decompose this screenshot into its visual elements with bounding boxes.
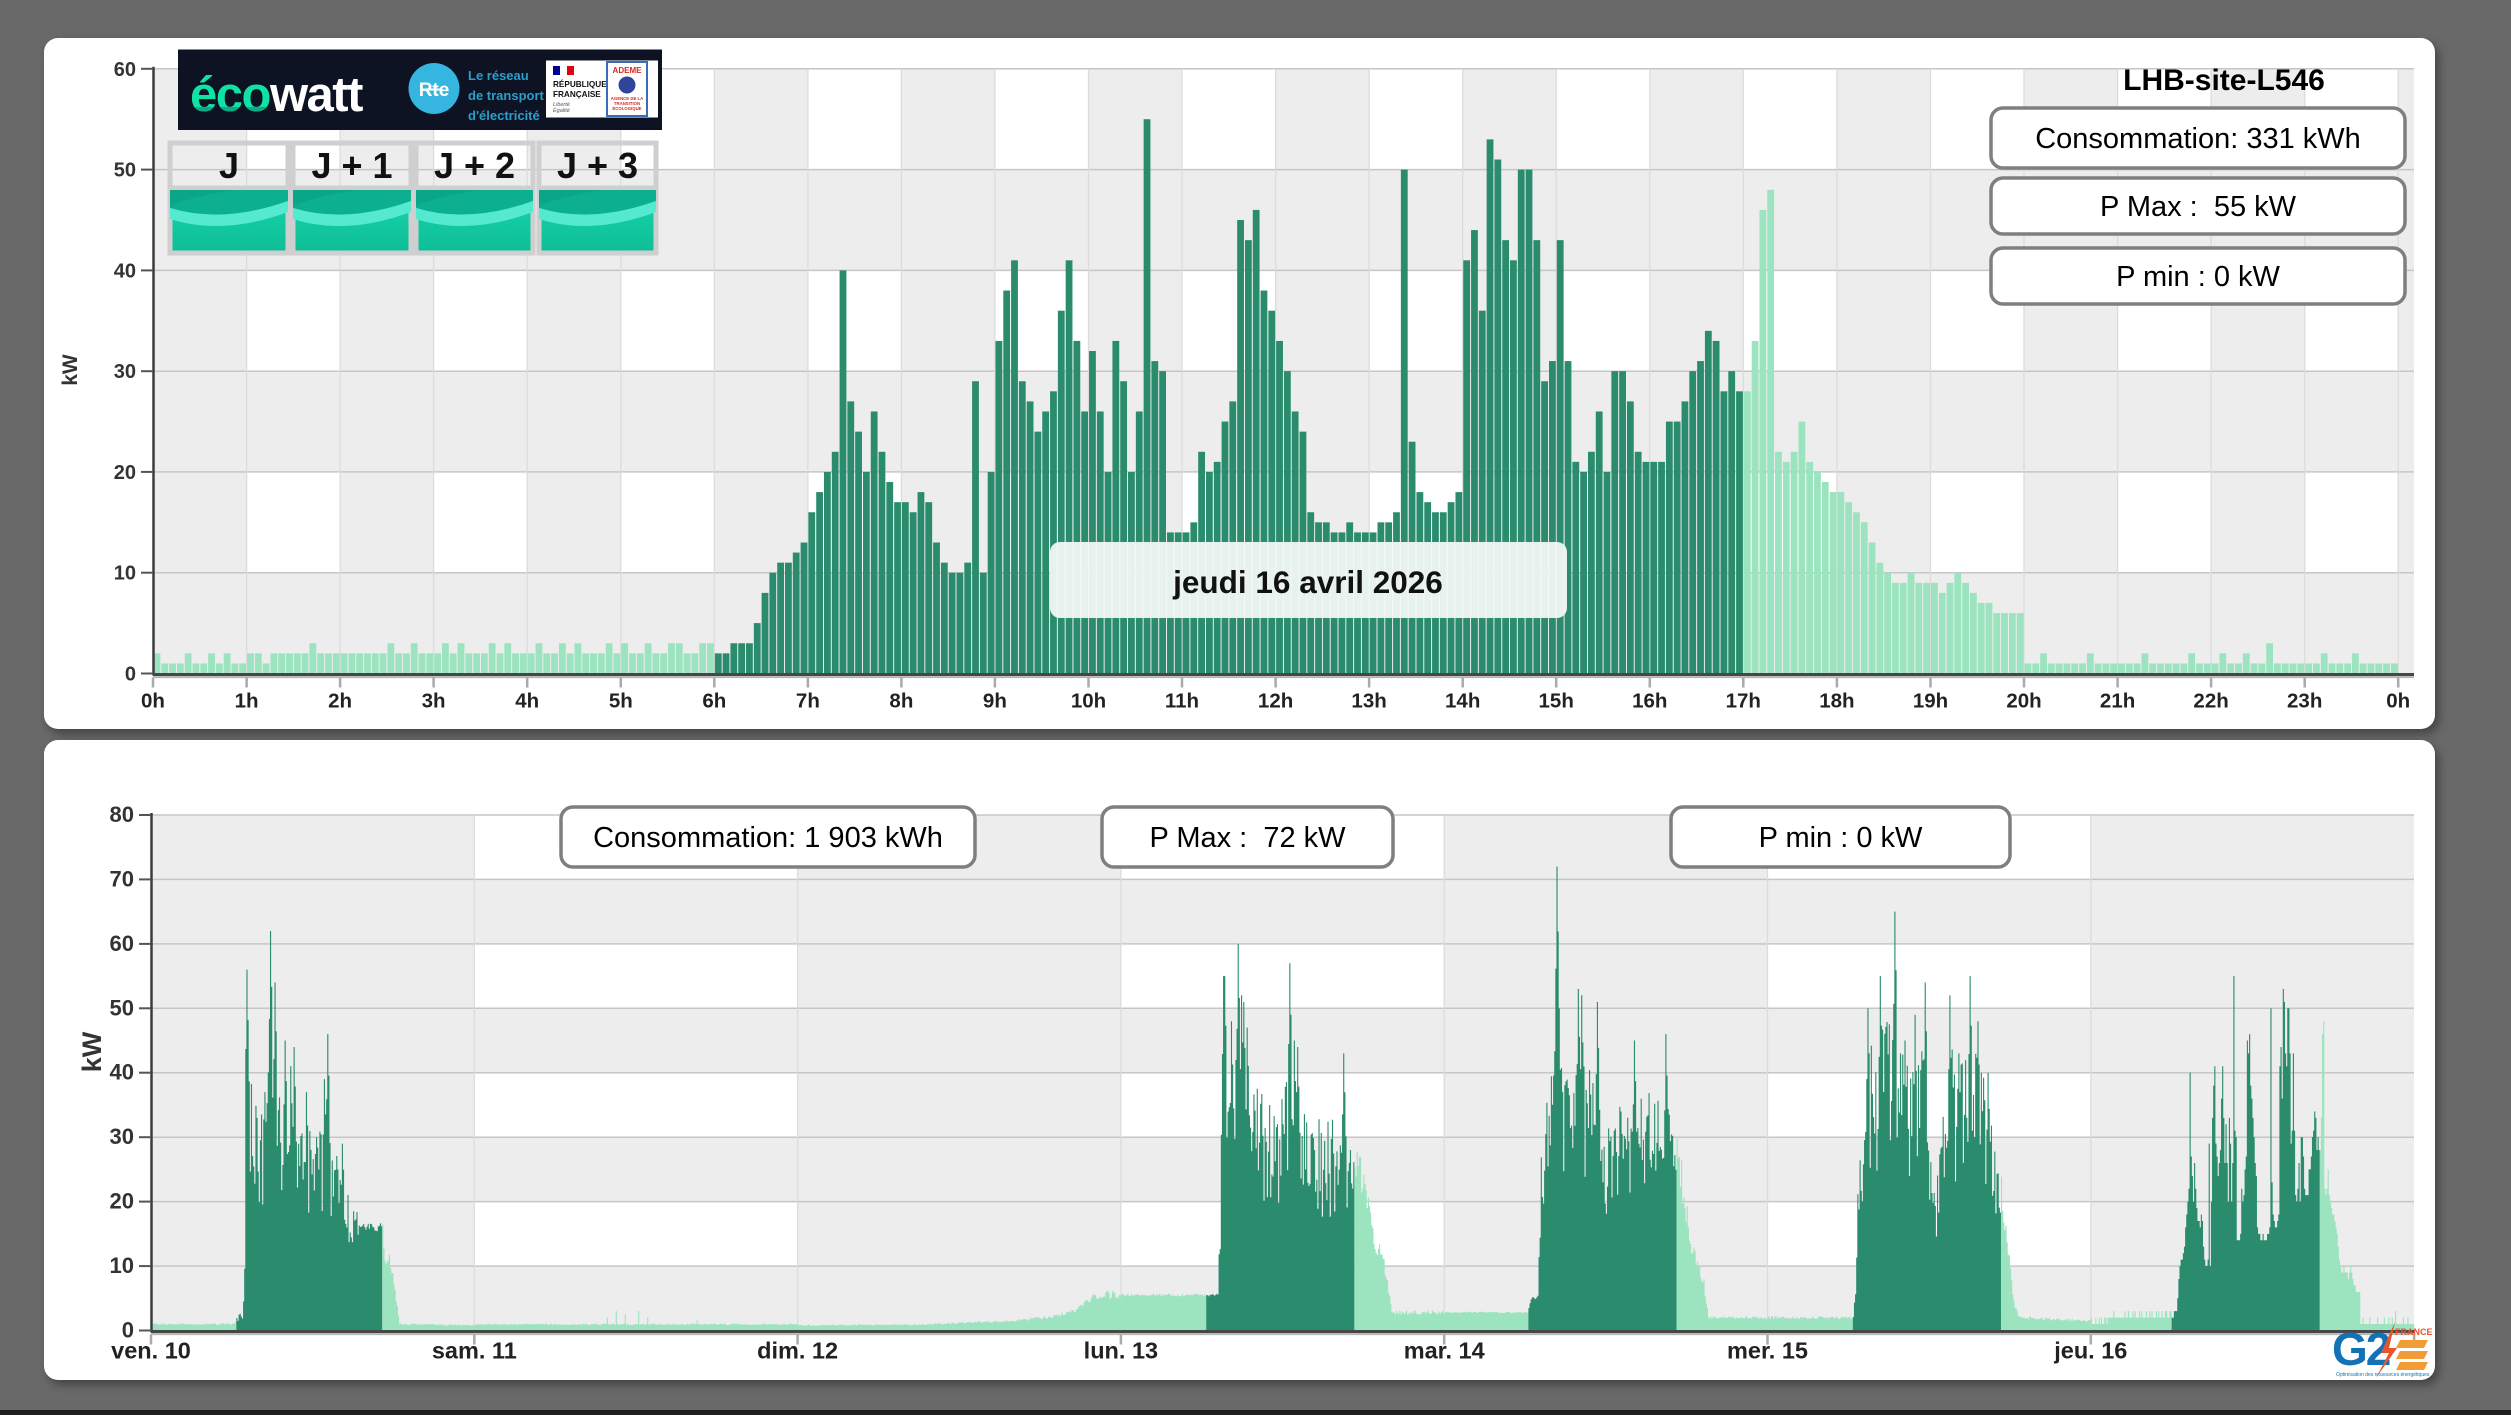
svg-text:FRANÇAISE: FRANÇAISE — [553, 90, 601, 99]
svg-text:2h: 2h — [328, 690, 352, 713]
svg-text:P min : 0 kW: P min : 0 kW — [2116, 261, 2280, 293]
svg-text:G2: G2 — [2332, 1323, 2390, 1375]
svg-text:40: 40 — [110, 1060, 134, 1085]
svg-text:P min : 0 kW: P min : 0 kW — [1759, 822, 1923, 854]
svg-text:5h: 5h — [609, 690, 633, 713]
svg-text:7h: 7h — [796, 690, 820, 713]
svg-text:70: 70 — [110, 866, 134, 891]
svg-text:12h: 12h — [1258, 690, 1293, 713]
svg-text:50: 50 — [110, 995, 134, 1020]
svg-text:kW: kW — [59, 354, 82, 386]
svg-text:ÉCOLOGIQUE: ÉCOLOGIQUE — [612, 106, 641, 111]
svg-text:J: J — [219, 145, 239, 186]
svg-text:Consommation: 331 kWh: Consommation: 331 kWh — [2035, 123, 2361, 155]
svg-text:dim. 12: dim. 12 — [757, 1338, 838, 1364]
svg-text:60: 60 — [110, 931, 134, 956]
svg-text:11h: 11h — [1165, 690, 1199, 713]
svg-text:FRANCE: FRANCE — [2395, 1327, 2433, 1337]
svg-text:30: 30 — [114, 361, 136, 383]
svg-text:14h: 14h — [1445, 690, 1480, 713]
svg-text:18h: 18h — [1819, 690, 1854, 713]
svg-text:20h: 20h — [2006, 690, 2041, 713]
svg-text:AGENCE DE LA: AGENCE DE LA — [611, 96, 643, 101]
svg-text:15h: 15h — [1539, 690, 1574, 713]
svg-text:éco: éco — [190, 68, 271, 122]
svg-text:17h: 17h — [1726, 690, 1761, 713]
svg-text:10: 10 — [114, 563, 136, 585]
svg-text:50: 50 — [114, 160, 136, 182]
svg-text:4h: 4h — [515, 690, 539, 713]
svg-text:9h: 9h — [983, 690, 1007, 713]
svg-text:jeudi 16 avril 2026: jeudi 16 avril 2026 — [1172, 564, 1443, 600]
svg-text:20: 20 — [114, 462, 136, 484]
svg-text:jeu. 16: jeu. 16 — [2053, 1338, 2127, 1364]
svg-text:3h: 3h — [422, 690, 446, 713]
svg-text:J + 2: J + 2 — [434, 145, 515, 186]
svg-text:22h: 22h — [2193, 690, 2228, 713]
svg-text:10h: 10h — [1071, 690, 1106, 713]
svg-text:16h: 16h — [1632, 690, 1667, 713]
svg-text:30: 30 — [110, 1124, 134, 1149]
svg-text:Optimisation des ressources én: Optimisation des ressources énergétiques — [2336, 1372, 2430, 1378]
svg-text:0h: 0h — [141, 690, 165, 713]
svg-text:P Max : 55 kW: P Max : 55 kW — [2100, 191, 2297, 223]
svg-text:ADEME: ADEME — [613, 66, 643, 75]
svg-text:mer. 15: mer. 15 — [1727, 1338, 1808, 1364]
svg-text:écowatt: écowatt — [190, 68, 363, 122]
svg-text:J + 3: J + 3 — [557, 145, 638, 186]
svg-text:Consommation: 1 903 kWh: Consommation: 1 903 kWh — [593, 822, 943, 854]
svg-text:19h: 19h — [1913, 690, 1948, 713]
svg-text:RÉPUBLIQUE: RÉPUBLIQUE — [553, 79, 607, 89]
svg-text:J + 1: J + 1 — [311, 145, 392, 186]
svg-text:13h: 13h — [1351, 690, 1386, 713]
svg-text:60: 60 — [114, 59, 136, 81]
svg-text:40: 40 — [114, 260, 136, 282]
svg-text:Liberté: Liberté — [553, 102, 570, 108]
svg-text:6h: 6h — [702, 690, 726, 713]
svg-text:10: 10 — [110, 1253, 134, 1278]
svg-text:sam. 11: sam. 11 — [432, 1338, 517, 1364]
svg-text:0: 0 — [122, 1318, 134, 1343]
svg-text:de transport: de transport — [468, 88, 545, 103]
svg-text:20: 20 — [110, 1189, 134, 1214]
svg-text:21h: 21h — [2100, 690, 2135, 713]
svg-text:1h: 1h — [235, 690, 259, 713]
svg-text:0h: 0h — [2386, 690, 2410, 713]
svg-text:P Max : 72 kW: P Max : 72 kW — [1149, 822, 1346, 854]
svg-text:mar. 14: mar. 14 — [1404, 1338, 1485, 1364]
svg-text:kW: kW — [77, 1031, 107, 1072]
svg-text:23h: 23h — [2287, 690, 2322, 713]
svg-text:Le réseau: Le réseau — [468, 68, 529, 83]
svg-text:0: 0 — [125, 664, 136, 686]
svg-text:LHB-site-L546: LHB-site-L546 — [2123, 64, 2325, 97]
svg-text:Égalité: Égalité — [553, 107, 570, 114]
svg-text:ven. 10: ven. 10 — [111, 1338, 191, 1364]
svg-text:lun. 13: lun. 13 — [1084, 1338, 1158, 1364]
svg-text:TRANSITION: TRANSITION — [614, 101, 640, 106]
svg-text:8h: 8h — [889, 690, 913, 713]
svg-text:d'électricité: d'électricité — [468, 108, 540, 123]
svg-text:80: 80 — [110, 802, 134, 827]
